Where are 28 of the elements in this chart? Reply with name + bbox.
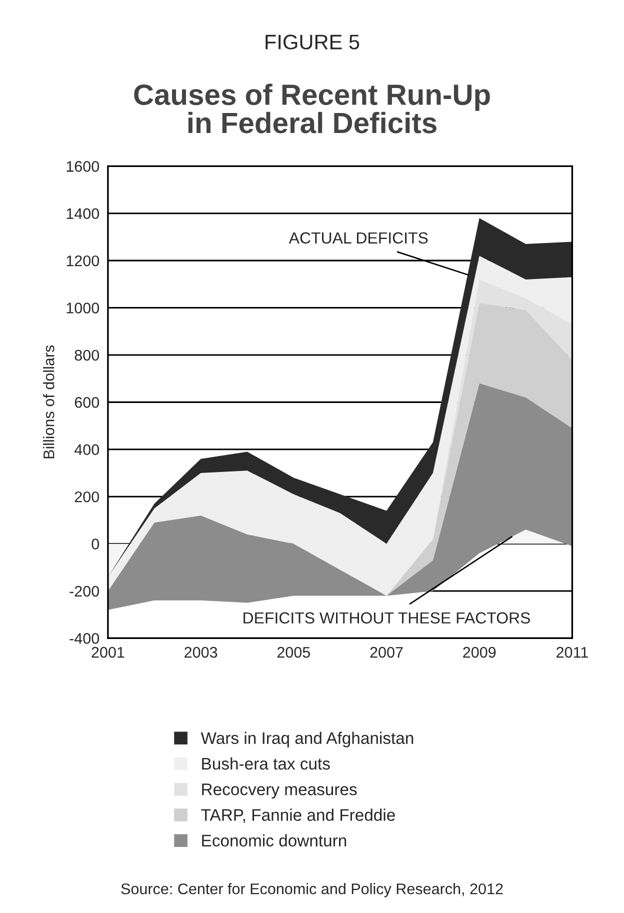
y-tick-label: 1200 [66, 255, 100, 266]
y-tick-label: -200 [70, 586, 100, 597]
series-label: DEFICITS WITHOUT THESE FACTORS [244, 612, 530, 624]
x-tick-label: 2003 [184, 646, 218, 658]
y-tick-label: 400 [74, 444, 100, 456]
y-tick-label: 800 [74, 350, 100, 361]
source-note: Source: Center for Economic and Policy Research, 2012 [121, 883, 503, 898]
y-tick-label: 1000 [66, 302, 100, 314]
legend-label: Recocvery measures [202, 784, 357, 799]
y-tick-label: 1400 [66, 208, 100, 220]
y-tick-label: 600 [74, 397, 100, 408]
x-tick-label: 2011 [556, 646, 588, 658]
x-tick-label: 2007 [370, 646, 403, 658]
x-tick-label: 2001 [92, 646, 124, 658]
y-axis-title: Billions of dollars [43, 345, 54, 458]
y-tick-label: 200 [74, 491, 100, 502]
legend-label: Economic downturn [202, 834, 346, 847]
legend-label: TARP, Fannie and Freddie [201, 808, 395, 823]
y-tick-label: 0 [92, 538, 100, 550]
legend-label: Bush-era tax cuts [202, 757, 330, 770]
y-tick-label: 1600 [66, 161, 100, 172]
chart-subtitle: FIGURE 5 [266, 34, 360, 50]
annotation: ACTUAL DEFICITS [288, 232, 428, 244]
chart-title: Causes of Recent Run-Up in Federal Deficits [134, 84, 490, 134]
y-tick-label: -400 [70, 633, 100, 644]
x-tick-label: 2005 [277, 646, 310, 658]
x-tick-label: 2009 [463, 646, 496, 658]
legend-label: Wars in Iraq and Afghanistan [200, 732, 414, 748]
